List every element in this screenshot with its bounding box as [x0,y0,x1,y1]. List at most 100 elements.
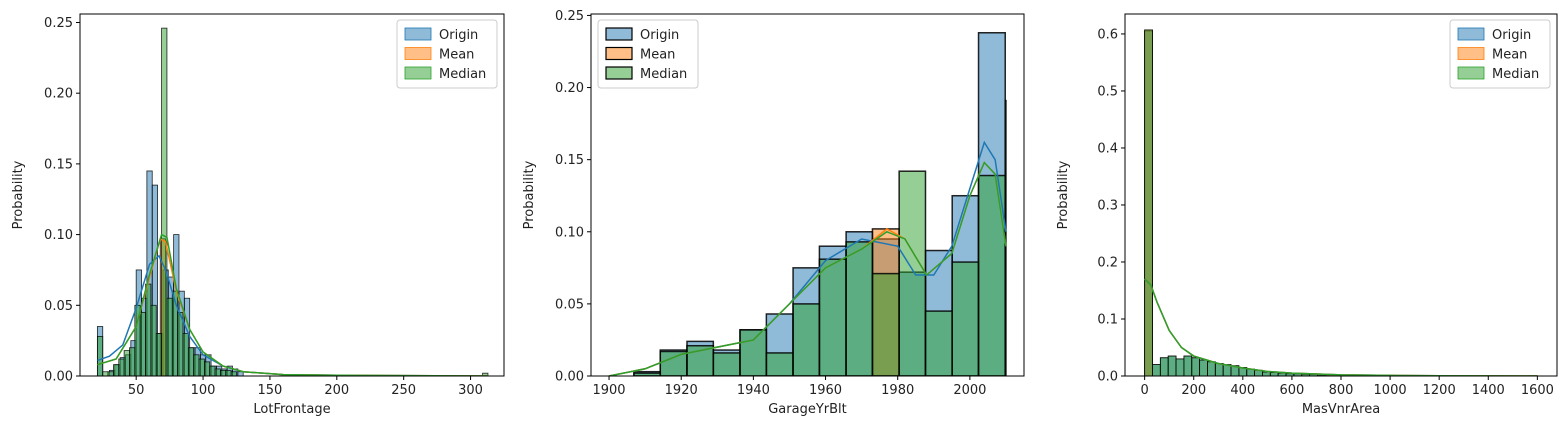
median-bar [199,359,204,376]
y-tick-label: 0.05 [555,297,584,312]
y-tick-label: 0.20 [555,81,584,96]
median-bar [1262,372,1270,376]
median-bar [819,259,846,376]
median-bar [872,274,899,376]
x-tick-label: 1900 [592,383,625,398]
median-bar [183,334,188,376]
median-bar [226,370,231,376]
y-tick-label: 0.2 [1097,255,1118,270]
x-axis-label: LotFrontage [253,402,330,417]
median-bar [766,353,793,376]
y-axis-label: Probability [522,160,537,229]
legend-swatch-mean [1458,48,1484,60]
median-bar [108,372,113,376]
legend-label-mean: Mean [640,48,675,63]
median-bar [103,372,108,376]
median-bar [1160,358,1168,376]
median-bar [151,305,156,376]
x-tick-label: 1400 [1472,383,1505,398]
x-tick-label: 1920 [665,383,698,398]
median-bar [119,359,124,376]
legend-label-mean: Mean [439,48,474,63]
legend-label-median: Median [640,67,687,82]
legend-label-origin: Origin [640,28,679,43]
legend-label-origin: Origin [439,28,478,43]
y-tick-label: 0.10 [44,228,73,243]
median-bar [97,336,102,376]
median-bar [1145,30,1153,376]
median-bar [1207,362,1215,376]
median-bar [1200,360,1208,376]
x-tick-label: 150 [258,383,283,398]
y-axis-label: Probability [11,160,26,229]
y-tick-label: 0.3 [1097,198,1118,213]
x-tick-label: 1000 [1374,383,1407,398]
median-bar [124,351,129,376]
y-axis-label: Probability [1056,160,1071,229]
y-tick-label: 0.15 [44,157,73,172]
legend-label-median: Median [1492,67,1539,82]
median-bar [172,291,177,376]
y-tick-label: 0.5 [1097,84,1118,99]
x-tick-label: 1200 [1423,383,1456,398]
y-tick-label: 0.6 [1097,27,1118,42]
median-bar [740,330,766,376]
legend-label-origin: Origin [1492,28,1531,43]
median-bar [1176,359,1184,376]
median-bar [146,284,151,376]
median-bar [194,355,199,376]
legend-swatch-origin [1458,28,1484,40]
median-bar [210,366,215,376]
legend-label-mean: Mean [1492,48,1527,63]
x-tick-label: 0 [1140,383,1148,398]
y-tick-label: 0.0 [1097,370,1118,385]
median-bar [979,176,1006,376]
origin-bar [238,372,243,376]
legend-swatch-mean [405,48,431,60]
legend-swatch-origin [405,28,431,40]
x-tick-label: 1940 [737,383,770,398]
y-tick-label: 0.15 [555,153,584,168]
median-bar [1192,358,1200,376]
x-tick-label: 50 [128,383,145,398]
median-bar [1215,363,1223,376]
x-axis-label: MasVnrArea [1302,402,1380,417]
x-tick-label: 2000 [953,383,986,398]
x-axis-label: GarageYrBlt [768,402,847,417]
median-bar [167,298,172,376]
median-bar [899,171,925,376]
x-tick-label: 250 [391,383,416,398]
median-bar [793,304,819,376]
median-bar [178,312,183,376]
y-tick-label: 0.1 [1097,312,1118,327]
median-bar [1168,356,1176,376]
median-bar [952,262,978,376]
y-tick-label: 0.4 [1097,141,1118,156]
legend-swatch-origin [606,28,632,40]
y-tick-label: 0.00 [44,370,73,385]
median-bar [660,351,687,376]
median-bar [1184,356,1192,376]
median-bar [204,362,209,376]
y-tick-label: 0.20 [44,87,73,102]
legend: Origin Mean Median [598,20,698,88]
median-bar [846,242,872,376]
median-bar [220,370,225,376]
legend: Origin Mean Median [1450,20,1550,88]
legend-swatch-median [606,67,632,79]
median-bar [140,312,145,376]
y-tick-label: 0.10 [555,225,584,240]
legend-swatch-mean [606,48,632,60]
y-tick-label: 0.25 [44,16,73,31]
x-tick-label: 300 [458,383,483,398]
median-bar [713,353,740,376]
median-bar [1152,365,1160,376]
y-tick-label: 0.00 [555,370,584,385]
median-bar [231,372,236,376]
x-tick-label: 100 [191,383,216,398]
y-tick-label: 0.05 [44,299,73,314]
x-tick-label: 200 [1181,383,1206,398]
